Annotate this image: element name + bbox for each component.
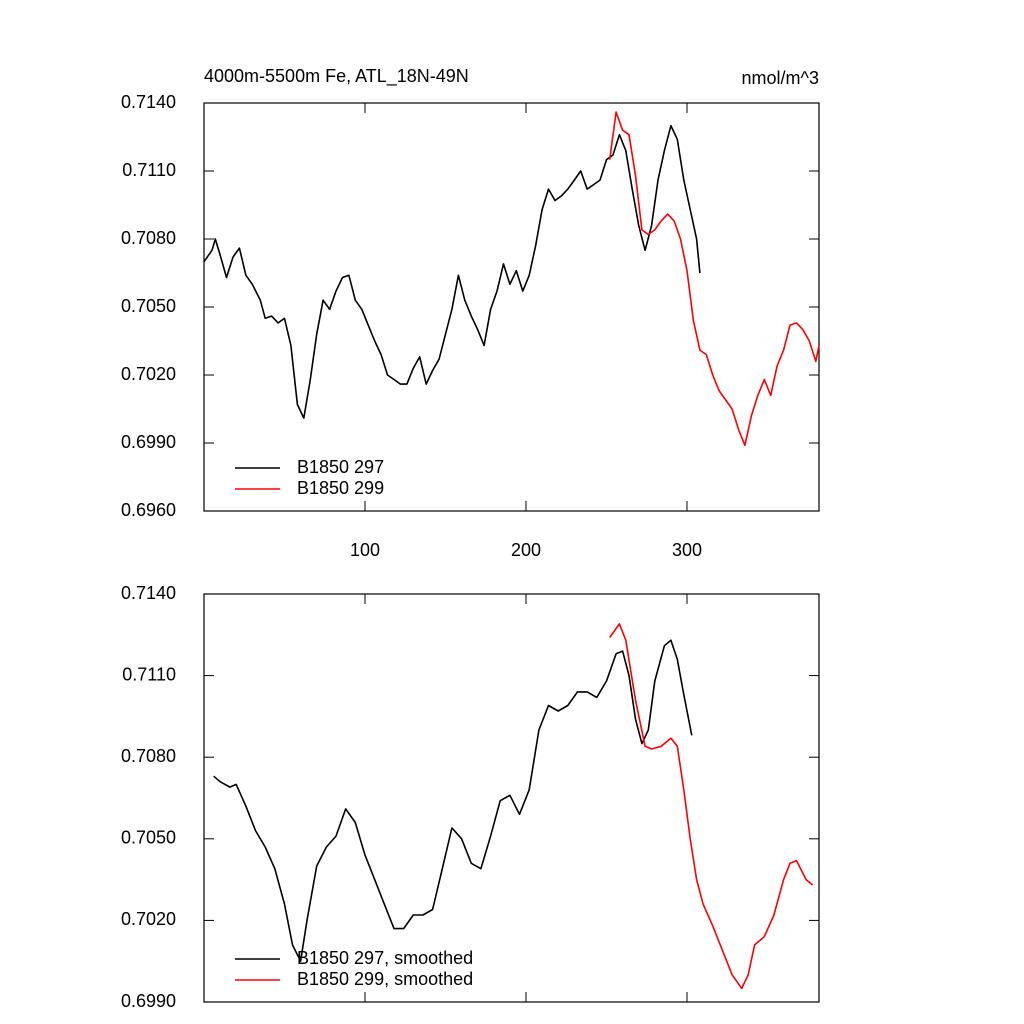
y-tick-label: 0.6990 (121, 432, 176, 452)
legend-label: B1850 299, smoothed (297, 969, 473, 989)
legend-label: B1850 299 (297, 478, 384, 498)
x-tick-label: 300 (672, 540, 702, 560)
chart-title: 4000m-5500m Fe, ATL_18N-49N (204, 66, 469, 87)
series-line (609, 623, 814, 990)
x-tick-label: 200 (511, 540, 541, 560)
y-tick-label: 0.7020 (121, 364, 176, 384)
legend-label: B1850 297 (297, 457, 384, 477)
y-tick-label: 0.7140 (121, 92, 176, 112)
plot-frame (203, 593, 820, 1003)
y-tick-label: 0.6960 (121, 500, 176, 520)
y-tick-label: 0.7020 (121, 909, 176, 929)
y-tick-label: 0.7050 (121, 828, 176, 848)
y-tick-label: 0.7050 (121, 296, 176, 316)
y-tick-label: 0.7080 (121, 228, 176, 248)
series-line (608, 111, 820, 447)
y-tick-label: 0.7110 (122, 160, 176, 180)
series-line (203, 124, 701, 419)
y-tick-label: 0.7110 (122, 664, 176, 684)
y-tick-label: 0.6990 (121, 991, 176, 1011)
legend-label: B1850 297, smoothed (297, 948, 473, 968)
y-tick-label: 0.7080 (121, 746, 176, 766)
plot-frame (203, 102, 820, 512)
units-label: nmol/m^3 (742, 68, 819, 88)
series-line (213, 639, 693, 962)
x-tick-label: 100 (350, 540, 380, 560)
y-tick-label: 0.7140 (121, 583, 176, 603)
